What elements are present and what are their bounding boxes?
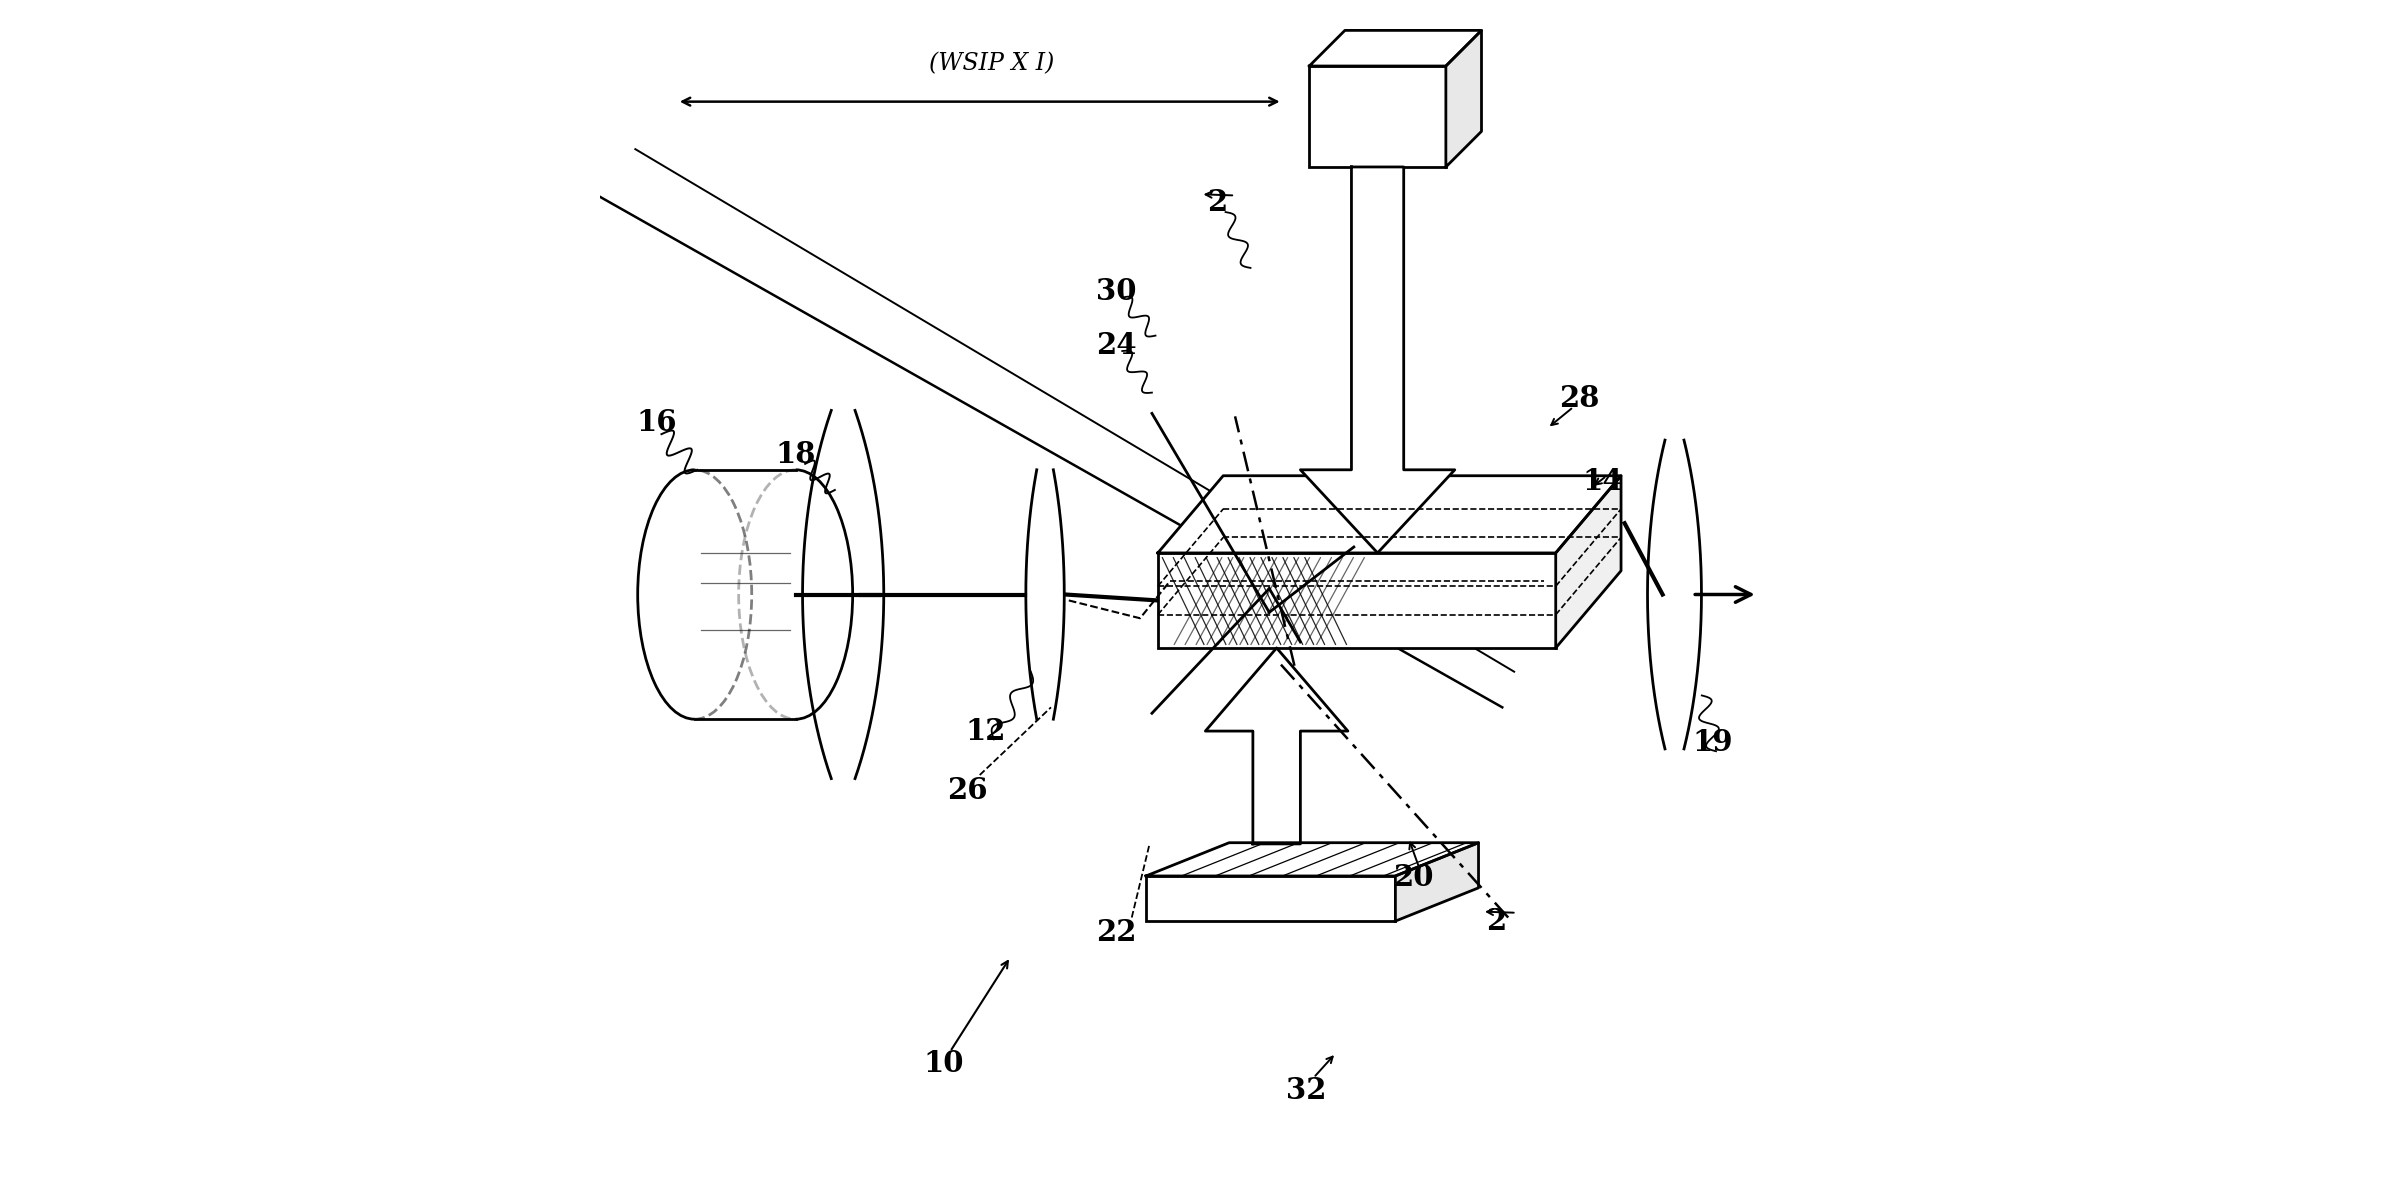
Text: 12: 12 (964, 717, 1005, 746)
Text: 18: 18 (776, 440, 816, 468)
Text: 14: 14 (1583, 467, 1623, 496)
Polygon shape (1556, 476, 1621, 648)
Polygon shape (1310, 31, 1482, 67)
Text: 16: 16 (637, 408, 678, 436)
Text: 24: 24 (1096, 331, 1136, 359)
Text: 26: 26 (948, 776, 988, 805)
Text: 30: 30 (1096, 277, 1136, 306)
Polygon shape (1205, 648, 1349, 844)
Text: 2: 2 (1208, 188, 1227, 218)
Text: 22: 22 (1096, 918, 1136, 948)
Text: 32: 32 (1287, 1076, 1327, 1106)
Bar (1310, 67, 1447, 166)
Text: (WSIP X I): (WSIP X I) (929, 52, 1055, 76)
Text: 19: 19 (1692, 729, 1733, 757)
Polygon shape (1158, 476, 1621, 553)
Text: 28: 28 (1559, 384, 1599, 413)
Polygon shape (1447, 31, 1482, 166)
Polygon shape (1146, 843, 1478, 876)
Polygon shape (1396, 843, 1478, 921)
Bar (1146, 876, 1396, 921)
Text: 2: 2 (1487, 906, 1506, 936)
Text: 20: 20 (1394, 863, 1435, 892)
Polygon shape (1301, 166, 1454, 553)
Bar (1158, 553, 1556, 648)
Text: 10: 10 (924, 1049, 964, 1078)
